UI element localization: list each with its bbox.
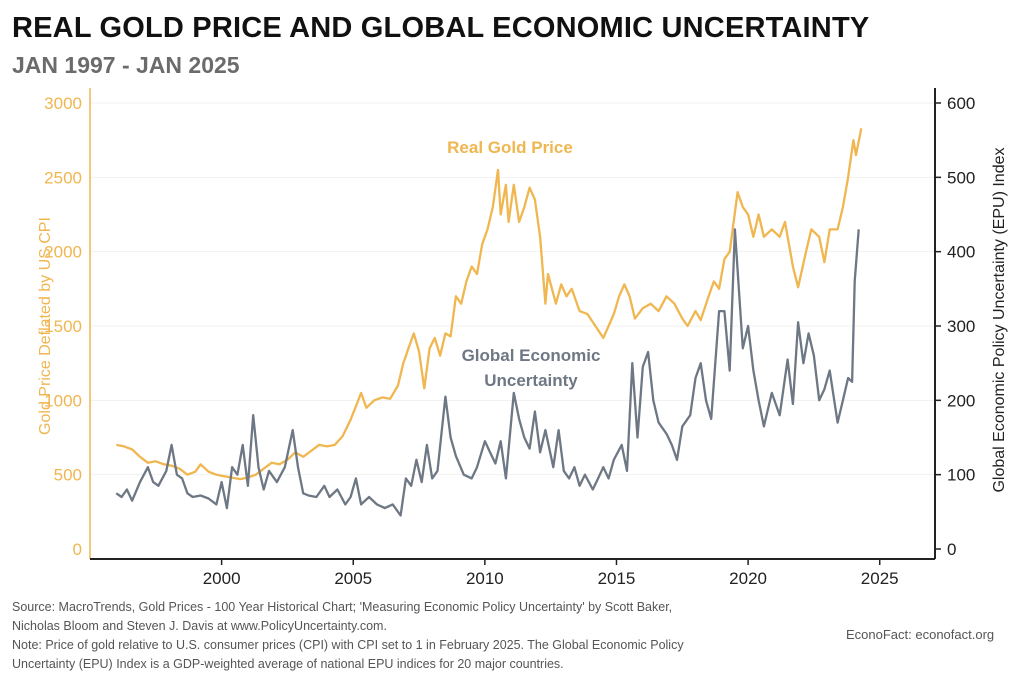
epu-series-label-line1: Global Economic [462, 346, 601, 365]
left-tick-label: 1000 [44, 391, 82, 410]
left-tick-label: 1500 [44, 317, 82, 336]
left-tick-label: 2000 [44, 243, 82, 262]
chart-subtitle: JAN 1997 - JAN 2025 [12, 52, 240, 78]
x-tick-label: 2015 [598, 569, 636, 588]
x-tick-label: 2010 [466, 569, 504, 588]
source-line-1: Source: MacroTrends, Gold Prices - 100 Y… [12, 600, 673, 614]
footer-notes: Source: MacroTrends, Gold Prices - 100 Y… [12, 598, 684, 674]
x-tick-label: 2000 [203, 569, 241, 588]
left-tick-label: 3000 [44, 94, 82, 113]
left-tick-label: 500 [54, 466, 82, 485]
right-tick-label: 200 [947, 391, 975, 410]
source-line-2: Nicholas Bloom and Steven J. Davis at ww… [12, 619, 387, 633]
chart-title: REAL GOLD PRICE AND GLOBAL ECONOMIC UNCE… [12, 12, 870, 44]
x-tick-label: 2025 [861, 569, 899, 588]
right-tick-label: 300 [947, 317, 975, 336]
brand-credit: EconoFact: econofact.org [846, 627, 995, 642]
chart: 0 500 1000 1500 2000 2500 3000 0 100 200 300 400 500… [37, 88, 1008, 588]
epu-index-line [115, 228, 860, 517]
right-axis-title: Global Economic Policy Uncertainty (EPU)… [991, 147, 1008, 492]
note-line-1: Note: Price of gold relative to U.S. con… [12, 638, 684, 652]
right-tick-label: 100 [947, 466, 975, 485]
note-line-2: Uncertainty (EPU) Index is a GDP-weighte… [12, 657, 564, 671]
right-tick-label: 400 [947, 243, 975, 262]
right-tick-label: 600 [947, 94, 975, 113]
right-tick-label: 0 [947, 540, 956, 559]
gold-series-label: Real Gold Price [447, 138, 573, 157]
right-tick-label: 500 [947, 168, 975, 187]
x-tick-label: 2020 [729, 569, 767, 588]
left-axis-title: Gold Price Deflated by US CPI [37, 217, 54, 435]
epu-series-label-line2: Uncertainty [484, 371, 578, 390]
gold-price-line [116, 128, 863, 481]
x-tick-label: 2005 [334, 569, 372, 588]
left-tick-label: 0 [73, 540, 82, 559]
left-tick-label: 2500 [44, 168, 82, 187]
